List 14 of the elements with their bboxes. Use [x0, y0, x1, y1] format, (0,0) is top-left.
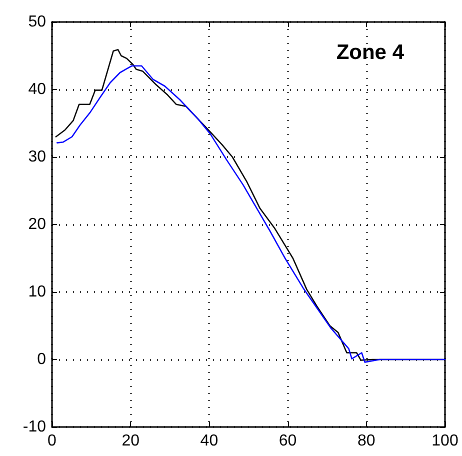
x-tick-label: 80 [358, 432, 376, 450]
x-tick-label: 20 [122, 432, 140, 450]
y-tick-label: 20 [28, 216, 46, 233]
x-tick-label: 60 [278, 432, 297, 450]
x-tick-label: 0 [48, 432, 57, 450]
y-tick-label: 30 [28, 148, 46, 166]
x-tick-label: 100 [432, 432, 458, 450]
annotation: Zone 4 [336, 41, 404, 64]
y-tick-label: 50 [28, 14, 46, 30]
x-tick-label: 40 [200, 432, 218, 450]
y-tick-label: 40 [28, 81, 46, 98]
y-tick-label: 0 [37, 351, 46, 368]
y-tick-label: 10 [28, 284, 46, 300]
y-tick-label: -10 [22, 418, 46, 436]
